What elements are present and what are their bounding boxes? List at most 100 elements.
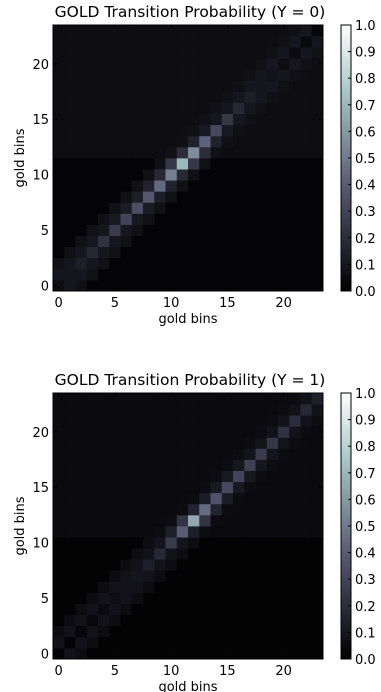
heatmap-cell bbox=[289, 202, 301, 214]
heatmap-cell bbox=[233, 146, 245, 159]
heatmap-cell bbox=[53, 25, 65, 37]
heatmap-cell bbox=[131, 481, 144, 494]
heatmap-cell bbox=[244, 592, 256, 604]
heatmap-cell bbox=[176, 25, 189, 37]
heatmap-cell bbox=[109, 470, 121, 483]
heatmap-cell bbox=[165, 393, 178, 405]
heatmap-cell bbox=[300, 80, 313, 92]
y-tick-label: 0 bbox=[41, 647, 49, 662]
heatmap-cell bbox=[109, 581, 121, 593]
heatmap-cell bbox=[244, 559, 256, 571]
heatmap-cell bbox=[210, 113, 223, 126]
x-tick-label: 0 bbox=[54, 664, 62, 679]
heatmap-cell bbox=[199, 470, 211, 483]
heatmap-cell bbox=[98, 69, 110, 81]
heatmap-cell bbox=[75, 581, 88, 593]
heatmap-cell bbox=[176, 537, 189, 549]
heatmap-cell bbox=[311, 113, 324, 126]
heatmap-cell bbox=[278, 146, 290, 159]
heatmap-cell bbox=[300, 415, 313, 427]
heatmap-cell bbox=[86, 647, 99, 660]
heatmap-cell bbox=[53, 246, 65, 259]
heatmap-cell bbox=[300, 603, 313, 616]
heatmap-cell bbox=[199, 80, 211, 92]
heatmap-cell bbox=[176, 235, 189, 248]
heatmap-cell bbox=[86, 537, 99, 549]
heatmap-cell bbox=[53, 514, 65, 527]
heatmap-cell bbox=[210, 158, 223, 170]
heatmap-cell bbox=[98, 647, 110, 660]
heatmap-cell bbox=[165, 102, 178, 115]
heatmap-cell bbox=[86, 213, 99, 225]
heatmap-cell bbox=[311, 647, 324, 660]
heatmap-cell bbox=[255, 146, 268, 159]
heatmap-cell bbox=[311, 581, 324, 593]
heatmap-cell bbox=[75, 526, 88, 538]
heatmap-cell bbox=[165, 69, 178, 81]
heatmap-cell bbox=[278, 603, 290, 616]
heatmap-cell bbox=[311, 146, 324, 159]
heatmap-cell bbox=[300, 537, 313, 549]
heatmap-cell bbox=[300, 47, 313, 59]
heatmap-cell bbox=[210, 213, 223, 225]
heatmap-cell bbox=[154, 158, 166, 170]
heatmap-cell bbox=[221, 135, 234, 148]
plot-frame bbox=[52, 392, 324, 660]
heatmap-cell bbox=[53, 180, 65, 192]
heatmap-cell bbox=[176, 224, 189, 236]
heatmap-cell bbox=[109, 135, 121, 148]
heatmap-cell bbox=[210, 36, 223, 48]
heatmap-cell bbox=[199, 135, 211, 148]
heatmap-cell bbox=[131, 492, 144, 505]
heatmap-cell bbox=[86, 559, 99, 571]
heatmap-cell bbox=[64, 559, 76, 571]
heatmap-cell bbox=[266, 636, 279, 649]
colorbar-tick-label: 0.7 bbox=[355, 99, 376, 114]
heatmap-cell bbox=[120, 268, 133, 281]
heatmap-cell bbox=[221, 69, 234, 81]
heatmap-cell bbox=[109, 459, 121, 471]
heatmap-cell bbox=[199, 570, 211, 582]
heatmap-cell bbox=[199, 257, 211, 270]
heatmap-cell bbox=[120, 625, 133, 638]
heatmap-cell bbox=[255, 603, 268, 616]
heatmap-cell bbox=[199, 448, 211, 460]
heatmap-cell bbox=[98, 437, 110, 449]
heatmap-cell bbox=[311, 526, 324, 538]
x-tick-label: 10 bbox=[163, 296, 180, 311]
heatmap-cell bbox=[53, 415, 65, 427]
heatmap-cell bbox=[210, 102, 223, 115]
heatmap-cell bbox=[64, 481, 76, 494]
heatmap-cell bbox=[255, 526, 268, 538]
heatmap-cell bbox=[278, 559, 290, 571]
heatmap-cell bbox=[300, 202, 313, 214]
heatmap-cell bbox=[244, 91, 256, 103]
heatmap-cell bbox=[120, 459, 133, 471]
heatmap-cell bbox=[109, 213, 121, 225]
heatmap-cell bbox=[278, 80, 290, 92]
heatmap-cell bbox=[109, 180, 121, 192]
heatmap-cell bbox=[120, 559, 133, 571]
heatmap-cell bbox=[131, 58, 144, 70]
heatmap-cell bbox=[210, 25, 223, 37]
heatmap-cell bbox=[289, 514, 301, 527]
heatmap-cell bbox=[300, 581, 313, 593]
heatmap-cell bbox=[300, 514, 313, 527]
heatmap-cell bbox=[75, 647, 88, 660]
heatmap-cell bbox=[266, 102, 279, 115]
heatmap-cell bbox=[244, 180, 256, 192]
heatmap-cell bbox=[278, 69, 290, 81]
heatmap-cell bbox=[176, 437, 189, 449]
heatmap-cell bbox=[278, 169, 290, 181]
heatmap-cell bbox=[266, 614, 279, 627]
heatmap-cell bbox=[244, 224, 256, 236]
heatmap-cell bbox=[289, 437, 301, 449]
heatmap-cell bbox=[255, 459, 268, 471]
heatmap-cell bbox=[86, 25, 99, 37]
heatmap-cell bbox=[176, 191, 189, 203]
heatmap-cell bbox=[233, 404, 245, 416]
heatmap-cell bbox=[244, 279, 256, 292]
heatmap-cell bbox=[143, 279, 155, 292]
heatmap-cell bbox=[75, 415, 88, 427]
heatmap-cell bbox=[86, 91, 99, 103]
